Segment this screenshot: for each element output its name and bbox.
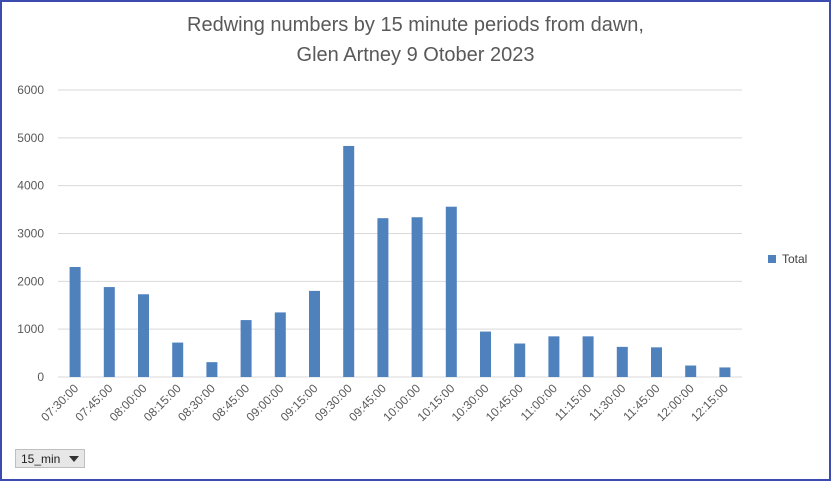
bar-094500	[377, 218, 389, 377]
legend-label: Total	[782, 252, 808, 266]
y-tick-label: 4000	[17, 179, 44, 193]
field-filter-button[interactable]: 15_min	[15, 449, 85, 468]
bar-093000	[343, 145, 355, 377]
bar-114500	[651, 347, 662, 377]
bar-084500	[240, 320, 252, 377]
bar-081500	[172, 342, 184, 377]
bar-100000	[411, 217, 423, 377]
bar-080000	[138, 294, 149, 377]
y-tick-label: 1000	[17, 322, 44, 336]
gridlines	[58, 89, 742, 378]
field-filter-label: 15_min	[21, 451, 61, 466]
bar-090000	[274, 312, 286, 377]
bars	[69, 145, 731, 377]
chart-title-line-2: Glen Artney 9 Otober 2023	[296, 44, 535, 66]
legend: Total	[768, 252, 807, 266]
x-axis-ticks: 07:30:0007:45:0008:00:0008:15:0008:30:00…	[38, 381, 731, 424]
x-tick-label: 10:45:00	[483, 381, 526, 424]
x-tick-label: 11:15:00	[552, 381, 595, 424]
y-tick-label: 5000	[17, 131, 44, 145]
y-tick-label: 2000	[17, 274, 44, 288]
bar-074500	[103, 287, 115, 377]
x-tick-label: 12:15:00	[688, 381, 731, 424]
y-tick-label: 6000	[17, 83, 44, 97]
bar-091500	[309, 290, 320, 377]
x-tick-label: 11:00:00	[518, 381, 561, 424]
bar-101500	[445, 206, 457, 377]
bar-083000	[206, 362, 218, 377]
chart-title: Redwing numbers by 15 minute periods fro…	[0, 10, 831, 70]
dropdown-arrow-icon	[69, 456, 79, 462]
chart-title-line-1: Redwing numbers by 15 minute periods fro…	[187, 14, 644, 36]
bar-113000	[616, 346, 628, 377]
bar-121500	[719, 367, 731, 377]
bar-073000	[69, 266, 81, 377]
y-tick-label: 3000	[17, 227, 44, 241]
y-axis-ticks: 0 1000 2000 3000 4000 5000 6000	[17, 83, 44, 384]
legend-swatch	[768, 255, 776, 263]
x-tick-label: 11:30:00	[586, 381, 629, 424]
bar-111500	[582, 336, 594, 377]
y-tick-label: 0	[37, 370, 44, 384]
bar-120000	[685, 365, 697, 377]
bar-104500	[514, 343, 526, 377]
bar-110000	[548, 336, 560, 377]
bar-103000	[480, 331, 491, 377]
